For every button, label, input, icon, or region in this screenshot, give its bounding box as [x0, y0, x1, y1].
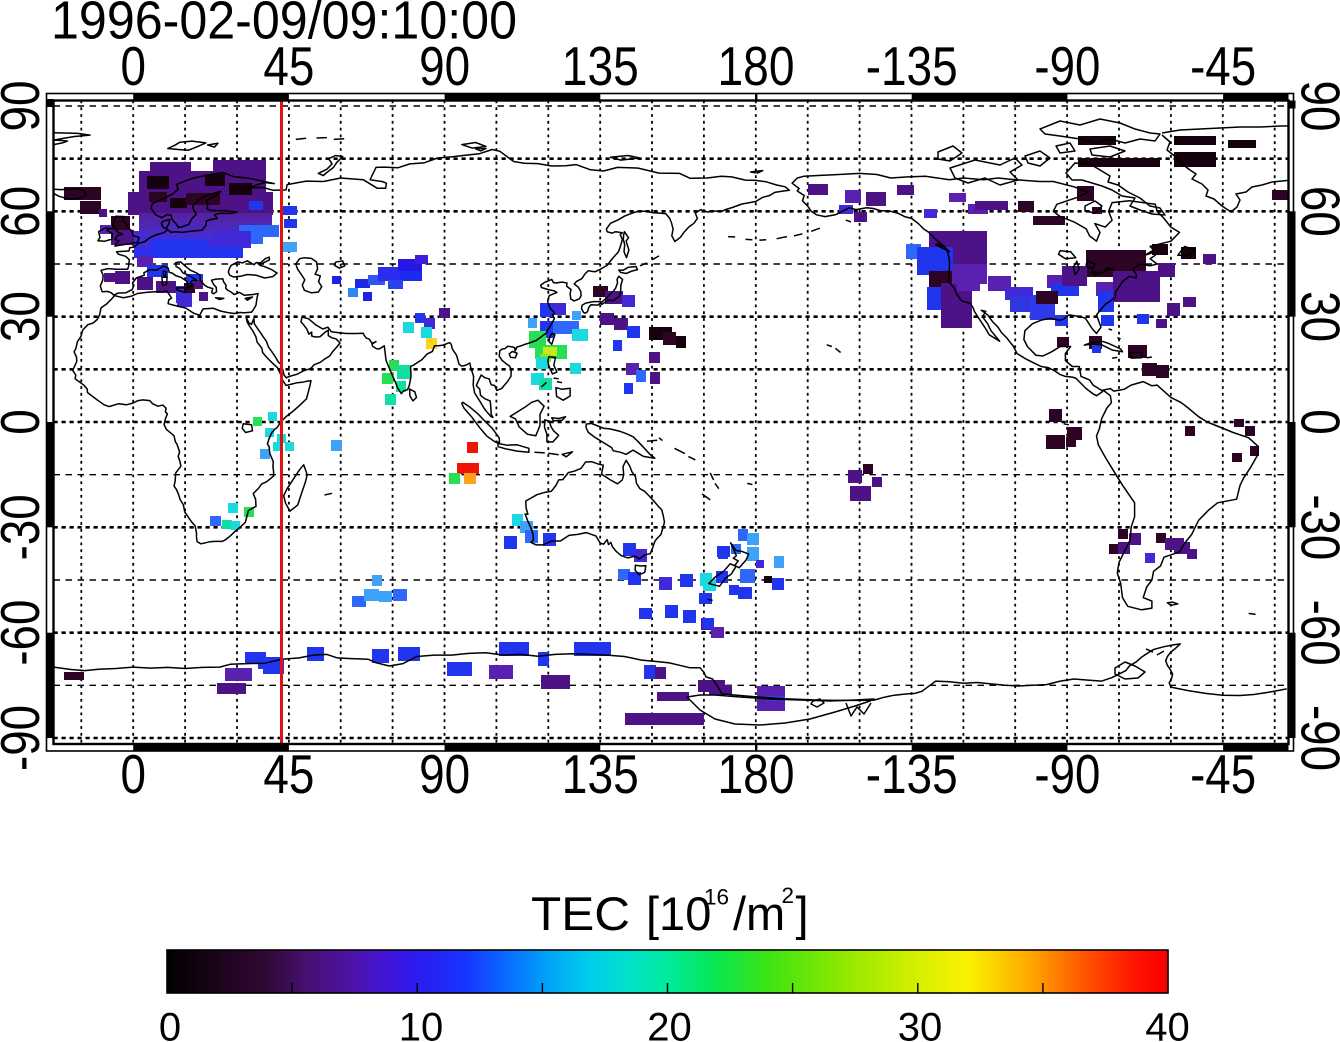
svg-text:[10: [10	[646, 887, 711, 940]
svg-text:-90: -90	[1034, 35, 1100, 97]
svg-text:90: 90	[1290, 81, 1340, 132]
svg-text:0: 0	[0, 409, 51, 435]
svg-text:TEC: TEC	[531, 887, 630, 940]
svg-text:10: 10	[399, 1006, 444, 1042]
svg-text:-90: -90	[1034, 743, 1100, 805]
svg-text:180: 180	[718, 743, 795, 805]
svg-text:40: 40	[1145, 1006, 1190, 1042]
svg-text:-30: -30	[1290, 494, 1340, 560]
svg-text:/m: /m	[733, 887, 785, 940]
svg-text:60: 60	[1290, 186, 1340, 237]
svg-text:-60: -60	[1290, 600, 1340, 666]
svg-text:45: 45	[263, 35, 314, 97]
svg-text:]: ]	[796, 887, 809, 940]
svg-text:2: 2	[782, 883, 795, 908]
svg-text:0: 0	[1290, 409, 1340, 435]
svg-text:90: 90	[419, 35, 470, 97]
svg-text:30: 30	[0, 291, 51, 342]
svg-text:1996-02-09/09:10:00: 1996-02-09/09:10:00	[51, 0, 517, 50]
svg-text:135: 135	[562, 743, 639, 805]
svg-text:60: 60	[0, 186, 51, 237]
svg-text:16: 16	[704, 885, 729, 910]
svg-text:45: 45	[263, 743, 314, 805]
svg-text:0: 0	[120, 743, 146, 805]
svg-text:-90: -90	[0, 705, 51, 771]
svg-text:-45: -45	[1190, 35, 1256, 97]
svg-text:135: 135	[562, 35, 639, 97]
svg-text:90: 90	[0, 81, 51, 132]
svg-text:0: 0	[120, 35, 146, 97]
svg-text:-135: -135	[866, 35, 958, 97]
svg-text:0: 0	[159, 1006, 181, 1042]
svg-text:-45: -45	[1190, 743, 1256, 805]
svg-text:-135: -135	[866, 743, 958, 805]
svg-text:-90: -90	[1290, 705, 1340, 771]
svg-text:-60: -60	[0, 600, 51, 666]
svg-text:20: 20	[647, 1006, 692, 1042]
svg-text:-30: -30	[0, 494, 51, 560]
svg-text:90: 90	[419, 743, 470, 805]
svg-text:180: 180	[718, 35, 795, 97]
svg-text:30: 30	[898, 1006, 943, 1042]
svg-text:30: 30	[1290, 291, 1340, 342]
